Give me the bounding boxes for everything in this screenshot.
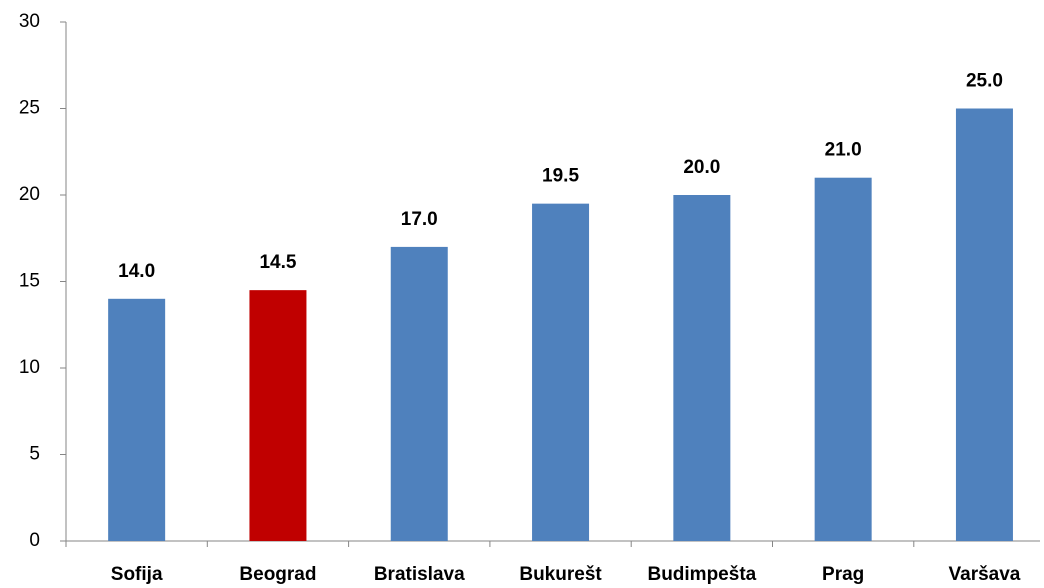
x-tick-label: Prag [822,564,864,585]
x-tick-label: Varšava [949,564,1021,585]
x-tick-label: Beograd [239,564,316,585]
y-tick-label: 30 [19,11,40,32]
value-label: 14.0 [118,261,155,282]
value-label: 25.0 [966,71,1003,92]
value-label: 21.0 [825,140,862,161]
x-tick-label: Bratislava [374,564,465,585]
bar [814,177,872,541]
bar [249,290,307,541]
y-tick-label: 25 [19,98,40,119]
x-tick-label: Sofija [111,564,163,585]
x-tick-label: Budimpešta [647,564,756,585]
value-label: 14.5 [259,252,296,273]
bar [532,203,590,541]
value-label: 17.0 [401,209,438,230]
bar [955,108,1013,541]
value-label: 20.0 [683,157,720,178]
y-tick-label: 0 [29,530,40,551]
x-tick-label: Bukurešt [519,564,602,585]
value-label: 19.5 [542,166,579,187]
bar [390,246,448,541]
bar [108,298,166,541]
y-tick-label: 15 [19,271,40,292]
y-tick-label: 5 [29,444,40,465]
y-tick-label: 20 [19,184,40,205]
y-tick-label: 10 [19,357,40,378]
bar [673,195,731,541]
